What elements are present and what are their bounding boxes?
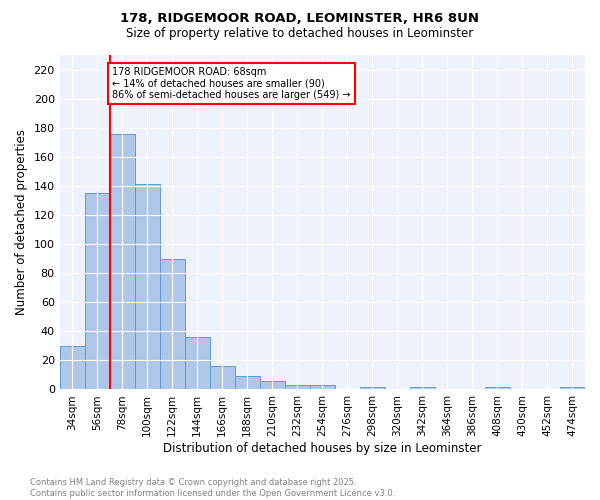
Bar xyxy=(410,386,435,390)
Bar xyxy=(110,134,135,390)
Text: 178 RIDGEMOOR ROAD: 68sqm
← 14% of detached houses are smaller (90)
86% of semi-: 178 RIDGEMOOR ROAD: 68sqm ← 14% of detac… xyxy=(112,66,351,100)
Text: 178, RIDGEMOOR ROAD, LEOMINSTER, HR6 8UN: 178, RIDGEMOOR ROAD, LEOMINSTER, HR6 8UN xyxy=(121,12,479,26)
Bar xyxy=(560,386,585,390)
Bar xyxy=(135,184,160,390)
Bar xyxy=(485,386,510,390)
Text: Size of property relative to detached houses in Leominster: Size of property relative to detached ho… xyxy=(127,28,473,40)
Bar xyxy=(185,337,210,390)
Text: Contains HM Land Registry data © Crown copyright and database right 2025.
Contai: Contains HM Land Registry data © Crown c… xyxy=(30,478,395,498)
Bar xyxy=(85,193,110,390)
Bar xyxy=(160,258,185,390)
Bar xyxy=(210,366,235,390)
Y-axis label: Number of detached properties: Number of detached properties xyxy=(15,129,28,315)
Bar xyxy=(310,385,335,390)
Bar xyxy=(360,386,385,390)
X-axis label: Distribution of detached houses by size in Leominster: Distribution of detached houses by size … xyxy=(163,442,482,455)
Bar xyxy=(260,380,285,390)
Bar xyxy=(59,346,85,390)
Bar xyxy=(235,376,260,390)
Bar xyxy=(285,385,310,390)
